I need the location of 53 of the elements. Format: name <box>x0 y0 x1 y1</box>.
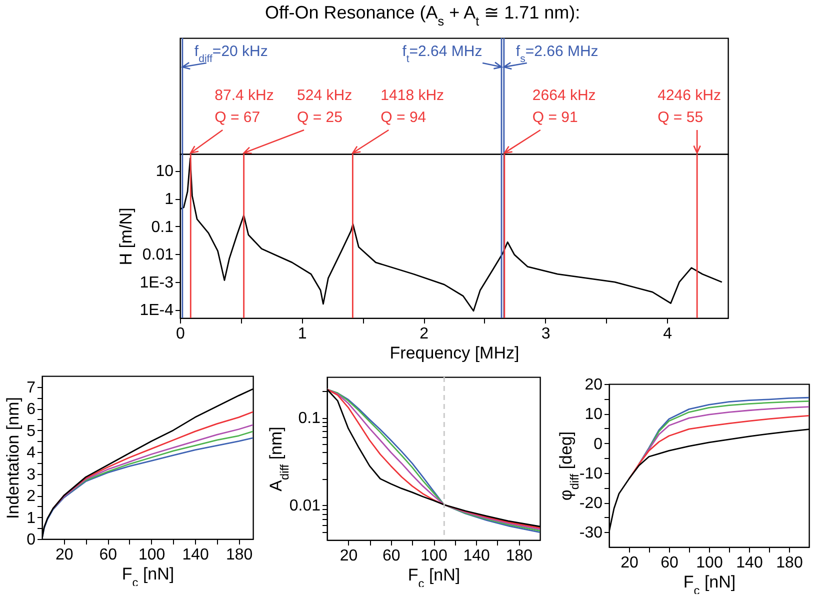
x-tick-label: 2 <box>420 326 429 342</box>
x-tick-label: 3 <box>541 326 550 342</box>
chart-title: Off-On Resonance (A$_{s}$ + A$_{t}$ ≅ 1.71 nm): <box>265 2 580 29</box>
x-tick-label: 20 <box>620 554 638 572</box>
x-tick-label: 180 <box>776 554 803 572</box>
x-tick-label: 100 <box>696 554 723 572</box>
y-tick-label: 20 <box>584 376 603 394</box>
x-tick-label: 180 <box>506 548 533 564</box>
x-tick-label: 140 <box>736 554 763 572</box>
x-tick-label: 60 <box>382 548 400 564</box>
x-tick-label: 0 <box>176 326 186 342</box>
y-tick-label: -10 <box>579 465 603 482</box>
x-tick-label: 180 <box>226 546 253 564</box>
y-axis-title: Indentation [nm] <box>4 397 23 519</box>
y-tick-label: 0 <box>594 436 603 453</box>
x-tick-label: 20 <box>55 546 74 564</box>
y-tick-label: 6 <box>26 401 36 418</box>
y-tick-label: 0.1 <box>298 410 321 428</box>
ref-line-label: f$_{diff}$=20 kHz <box>194 43 268 65</box>
y-tick-label: 1E-4 <box>140 302 174 320</box>
x-tick-label: 60 <box>99 546 118 564</box>
ref-line-label: 1418 kHz Q = 94 <box>380 87 444 126</box>
x-tick-label: 100 <box>138 546 166 564</box>
ref-line-label: 4246 kHz Q = 55 <box>658 87 721 126</box>
x-tick-label: 60 <box>660 554 678 572</box>
x-tick-label: 100 <box>420 548 448 564</box>
y-tick-label: 10 <box>156 163 174 180</box>
y-tick-label: 1E-3 <box>140 274 174 292</box>
ref-line-label: 524 kHz Q = 25 <box>297 87 352 126</box>
y-tick-label: 3 <box>26 466 36 484</box>
y-tick-label: -30 <box>579 524 603 542</box>
y-tick-label: 4 <box>26 444 36 462</box>
x-tick-label: 4 <box>663 326 672 342</box>
x-tick-label: 140 <box>463 548 490 564</box>
y-tick-label: 1 <box>26 510 36 527</box>
x-tick-label: 140 <box>182 546 209 564</box>
y-tick-label: 10 <box>584 406 603 424</box>
x-tick-label: 20 <box>340 548 358 564</box>
y-tick-label: 0 <box>26 532 36 548</box>
y-tick-label: 2 <box>26 488 36 506</box>
y-tick-label: 0.01 <box>142 246 174 264</box>
ref-line-label: f$_{s}$=2.66 MHz <box>516 43 598 65</box>
ref-line-label: 87.4 kHz Q = 67 <box>214 87 274 126</box>
y-tick-label: -20 <box>579 495 603 512</box>
ref-line-label: f$_{t}$=2.64 MHz <box>402 43 482 65</box>
x-axis-title: Frequency [MHz] <box>390 344 520 362</box>
y-axis-title: H [m/N] <box>116 208 136 266</box>
y-tick-label: 0.1 <box>151 218 174 236</box>
y-tick-label: 7 <box>26 379 36 396</box>
y-tick-label: 1 <box>164 191 174 208</box>
ref-line-label: 2664 kHz Q = 91 <box>532 87 596 126</box>
y-tick-label: 5 <box>26 422 36 440</box>
y-tick-label: 0.01 <box>289 498 321 515</box>
